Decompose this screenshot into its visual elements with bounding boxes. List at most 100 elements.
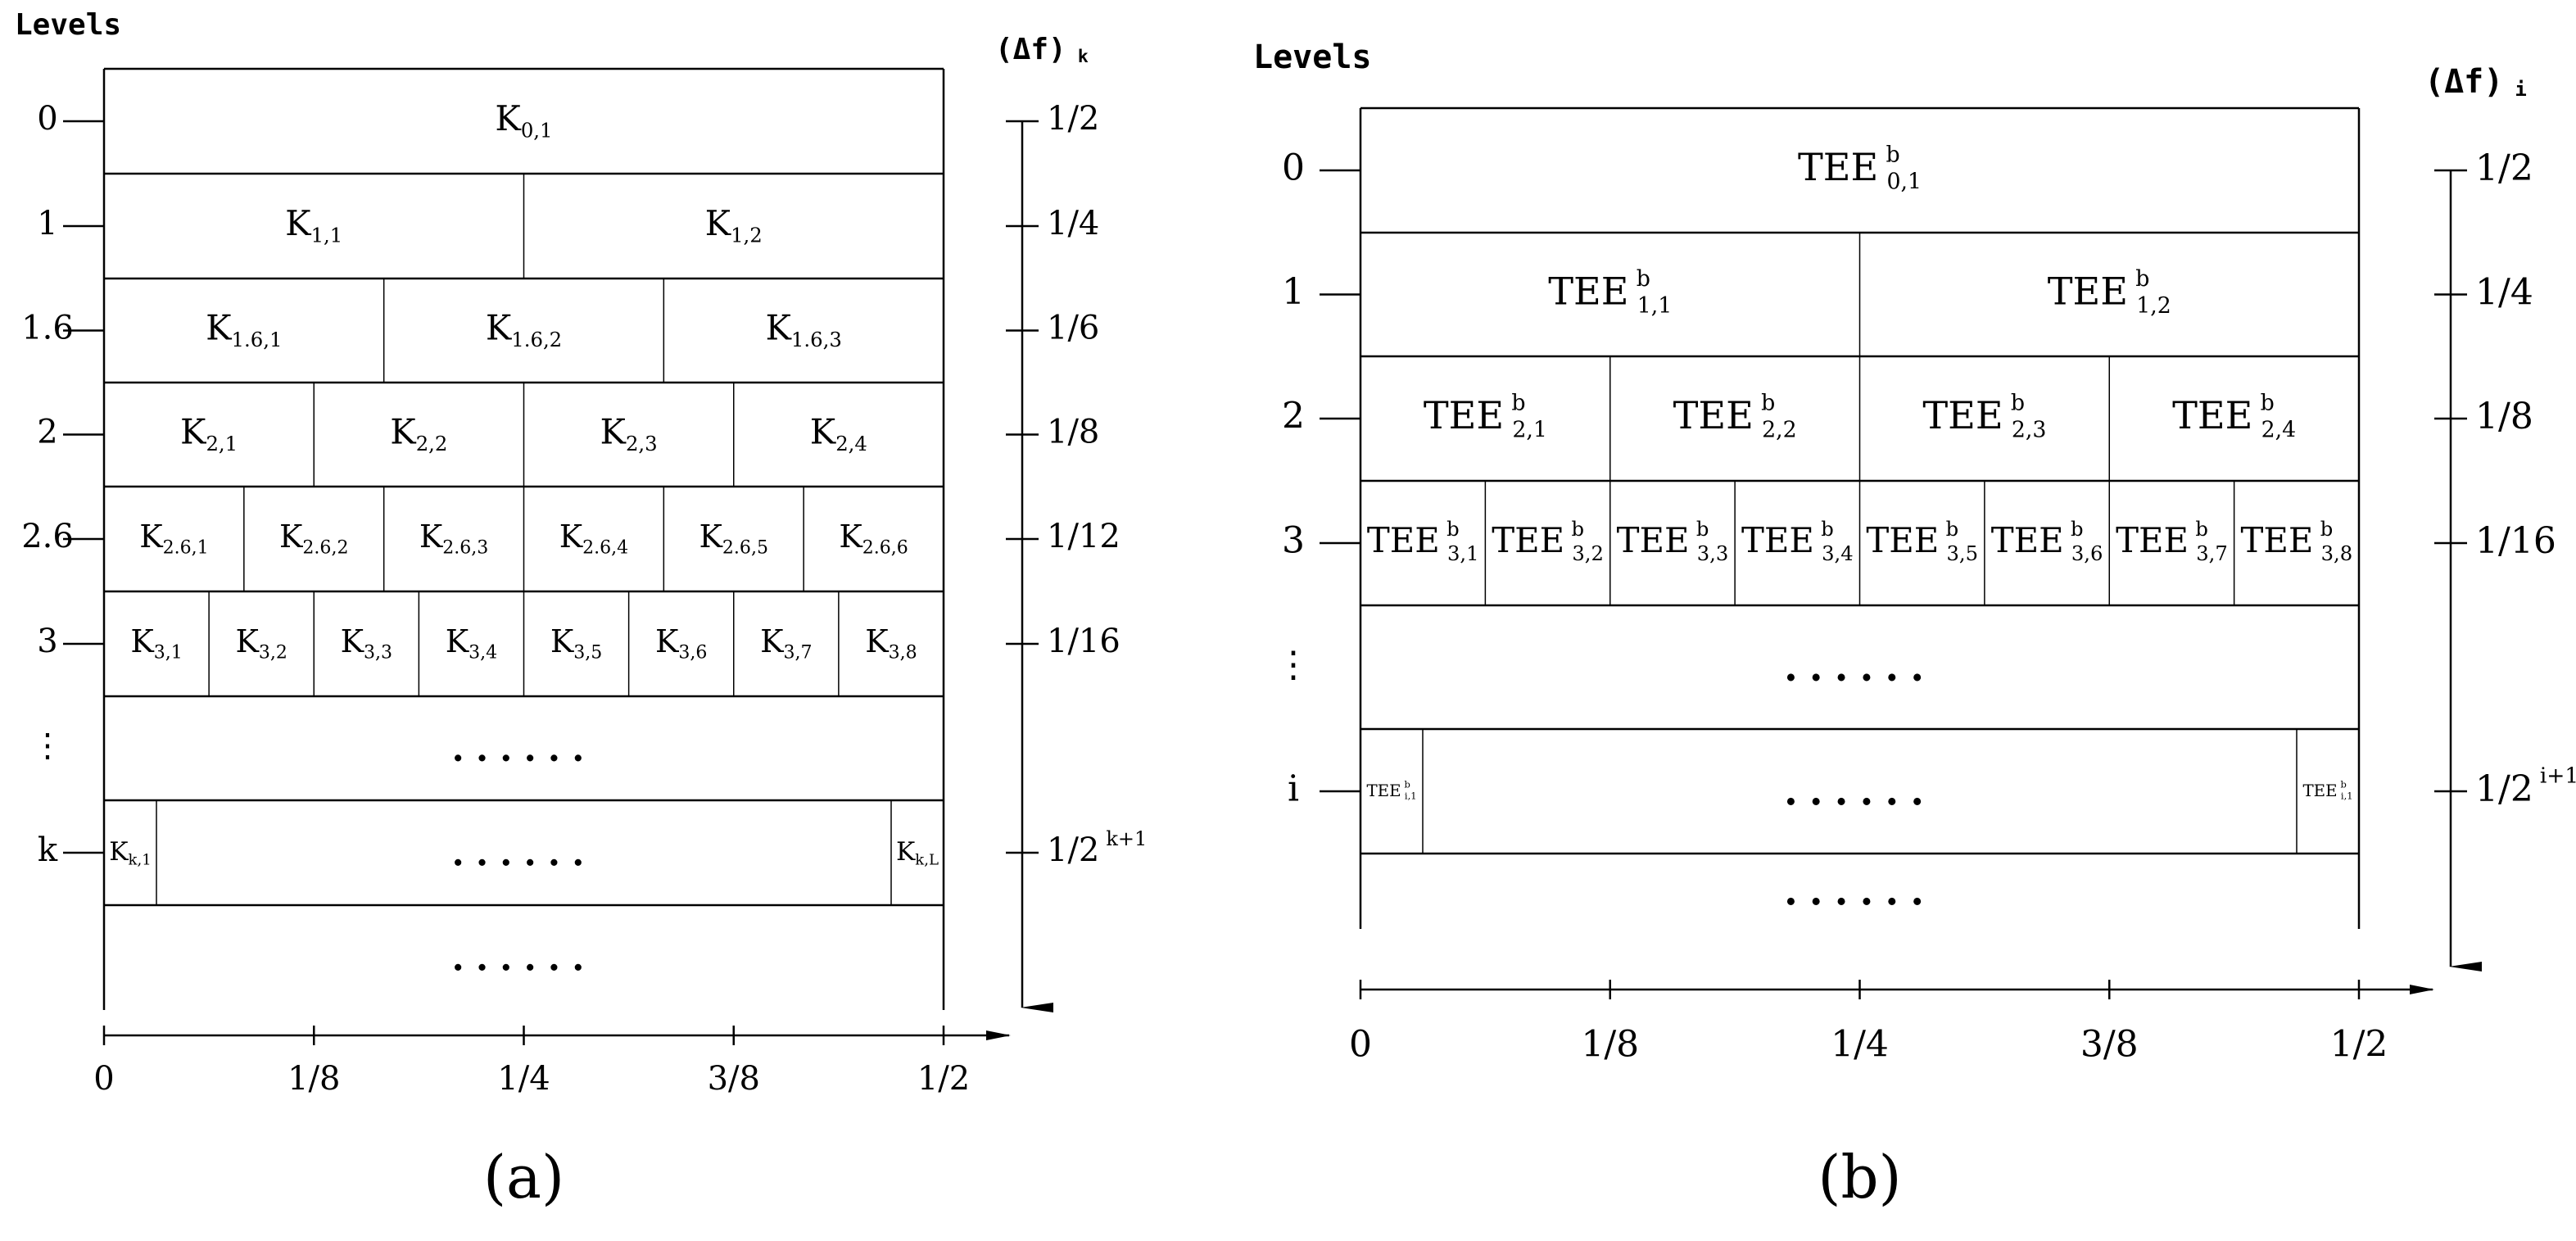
cell-label-sub: 3,5 [1946,541,1978,565]
df-title: (Δf) k [995,33,1089,67]
df-title-text: (Δf) [2424,63,2503,101]
cell-label-sub: 1.6,1 [232,328,283,351]
cell-label-sub: 2.6,6 [862,537,908,558]
cell-label-sup: b [2340,778,2346,790]
cell-label-sub: 3,5 [573,642,602,663]
cell-label-main: TEE [1367,520,1440,560]
cell-label-main: K [839,519,862,555]
cell-label: TEE b 1,2 [2048,266,2171,319]
cell-label-sub: 0,1 [1886,170,1922,195]
cell-label: K1,2 [705,203,763,247]
df-value-sup: i+1 [2540,763,2576,788]
df-value-main: 1/6 [1047,310,1099,347]
cell-label-sup: b [2011,390,2025,415]
df-title: (Δf) i [2424,63,2527,101]
cell-label-main: TEE [1366,781,1401,800]
cell-label-main: K [285,203,312,243]
cell-label-main: K [559,519,583,555]
cell-label-main: TEE [2172,393,2252,437]
cell-label: TEE b 3,2 [1492,517,1604,565]
cell-label-sub: 3,4 [1822,541,1854,565]
df-value: 1/2 k+1 [1047,827,1147,870]
cell-label-sub: 0,1 [521,118,553,142]
cell-label-sup: b [1571,517,1584,541]
level-label: 2.6 [21,518,74,555]
cell-label-sup: b [1946,517,1959,541]
df-value-main: 1/4 [1047,205,1099,242]
df-value-main: 1/16 [2475,520,2556,562]
cell-label: K2,1 [180,412,238,455]
x-tick-label: 1/4 [1831,1024,1889,1066]
cell-label: TEE b 3,5 [1866,517,1978,565]
df-value-main: 1/8 [2475,396,2533,437]
df-value-main: 1/16 [1047,623,1120,660]
cell-label: TEE b 2,1 [1424,390,1547,442]
levels-title: Levels [1253,38,1372,76]
df-title-sub: k [1078,47,1089,67]
x-tick-label: 3/8 [708,1060,760,1098]
level-label: 0 [1282,147,1305,189]
panel-caption: (a) [483,1143,564,1212]
cell-label-sub: 2,1 [206,432,238,455]
cell-label-sub: i,1 [2341,790,2353,802]
cell-label-sup: b [2195,517,2208,541]
df-value-main: 1/12 [1047,518,1120,555]
cell-label-main: K [390,412,417,452]
level-label: i [1288,768,1299,810]
x-tick-label: 1/8 [1581,1024,1639,1066]
df-value: 1/6 [1047,310,1099,347]
cell-label-sup: b [1696,517,1709,541]
cell-label-main: TEE [1424,393,1504,437]
cell-label: K3,1 [130,623,182,664]
cell-label: K3,3 [341,623,392,664]
df-title-sub: i [2515,78,2526,101]
ellipsis-dots: ...... [452,938,596,980]
df-value-main: 1/8 [1047,414,1099,451]
cell-label: K2,2 [390,412,447,455]
df-value-main: 1/2 [1047,100,1099,138]
df-value: 1/8 [2475,396,2533,437]
level-label: k [38,831,58,869]
cell-label: K1,1 [285,203,342,247]
df-value-main: 1/2 [2475,768,2533,810]
level-label: 0 [37,100,57,138]
cell-label-main: K [495,98,522,138]
cell-label-sub: 2,3 [2012,418,2047,443]
cell-label: K3,8 [865,623,917,664]
df-value: 1/8 [1047,414,1099,451]
cell-label-sup: b [1821,517,1834,541]
ellipsis-dots: ...... [1784,869,1935,915]
x-tick-label: 1/2 [2330,1024,2388,1066]
cell-label: K1.6,2 [486,308,562,351]
cell-label: K1.6,1 [206,308,282,351]
cell-label: K2.6,1 [139,519,208,559]
cell-label-main: K [699,519,723,555]
cell-label: TEE b 2,2 [1673,390,1797,442]
cell-label-sup: b [1886,142,1899,167]
cell-label-sub: 3,7 [2196,541,2228,565]
cell-label: K2.6,3 [419,519,488,559]
cell-label-sup: b [2135,266,2149,292]
cell-label-sub: 2,2 [416,432,448,455]
cell-label-sup: b [1404,778,1410,790]
cell-label-sup: b [1446,517,1460,541]
level-label: 1.6 [21,310,74,347]
df-value: 1/2 i+1 [2475,763,2576,809]
cell-label: K3,4 [446,623,497,664]
df-value: 1/16 [2475,520,2556,562]
cell-label-main: K [765,308,792,348]
cell-label-sub: 1.6,2 [511,328,562,351]
df-value-main: 1/2 [2475,147,2533,189]
cell-label-sub: 3,7 [783,642,812,663]
cell-label-sub: 2,4 [2261,418,2297,443]
df-value-main: 1/4 [2475,271,2533,313]
cell-label-sub: 2.6,3 [442,537,488,558]
ellipsis-dots: ...... [1784,769,1935,815]
cell-label: K2,3 [600,412,658,455]
level-label: 2 [37,414,57,451]
cell-label-sub: 3,1 [154,642,183,663]
cell-label: TEE b 2,3 [1922,390,2046,442]
cell-label-sub: 3,2 [1572,541,1604,565]
cell-label: TEE b 1,1 [1548,266,1672,319]
